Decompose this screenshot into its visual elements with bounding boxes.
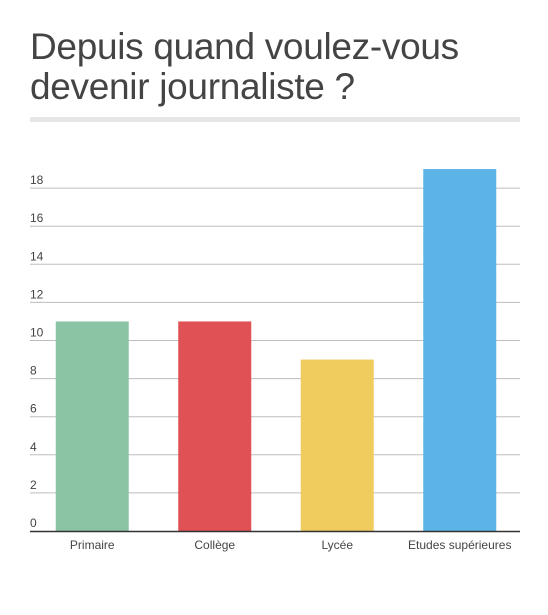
y-tick-label: 6 (30, 402, 37, 416)
y-tick-label: 12 (30, 287, 44, 301)
y-tick-label: 8 (30, 364, 37, 378)
bar-etudes-sup-rieures (423, 169, 497, 532)
bar-coll-ge (178, 321, 252, 531)
bars (55, 169, 497, 532)
y-tick-label: 10 (30, 326, 44, 340)
y-tick-label: 4 (30, 440, 37, 454)
chart-title: Depuis quand voulez-vous devenir journal… (30, 26, 459, 107)
y-tick-label: 0 (30, 516, 37, 530)
y-tick-label: 2 (30, 478, 37, 492)
bar-lyc-e (300, 359, 374, 531)
y-tick-label: 14 (30, 249, 44, 263)
title-divider (30, 117, 520, 122)
y-tick-label: 18 (30, 173, 44, 187)
y-axis-ticks: 0 2 4 6 8 10 12 14 16 18 (30, 173, 44, 530)
x-tick-label: Lycée (321, 538, 353, 552)
x-tick-label: Primaire (70, 538, 115, 552)
y-tick-label: 16 (30, 211, 44, 225)
x-tick-label: Etudes supérieures (408, 538, 511, 552)
x-tick-label: Collège (194, 538, 235, 552)
x-axis-labels: Primaire Collège Lycée Etudes supérieures (70, 538, 512, 552)
bar-primaire (55, 321, 129, 531)
